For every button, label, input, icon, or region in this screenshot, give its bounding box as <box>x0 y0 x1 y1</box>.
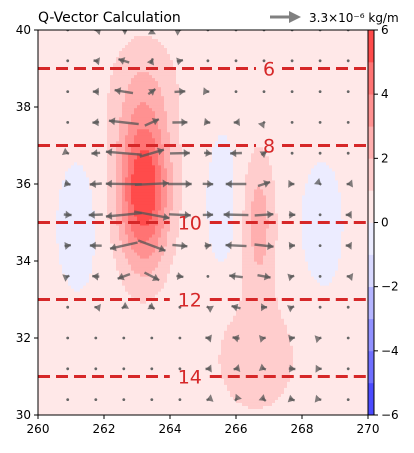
q-vector-dot <box>179 398 182 401</box>
x-tick-label: 268 <box>291 422 314 436</box>
q-vector-dot <box>375 183 378 186</box>
contour-label: 12 <box>178 290 202 312</box>
contour-label: 6 <box>263 59 275 81</box>
contour-label: 14 <box>178 367 202 389</box>
q-vector-dot <box>319 275 322 278</box>
q-vector-dot <box>375 275 378 278</box>
q-vector-dot <box>235 90 238 93</box>
plot-area: 6 8 10 12 14 <box>38 27 378 415</box>
contour-label: 10 <box>178 213 202 235</box>
q-vector-dot <box>347 398 350 401</box>
colorbar-segment <box>368 255 374 287</box>
colorbar-tick-label: −4 <box>381 344 399 358</box>
y-tick-label: 36 <box>16 177 31 191</box>
colorbar: −6 −4 −2 0 2 4 6 <box>368 23 399 422</box>
q-vector-dot <box>319 90 322 93</box>
q-vector-dot <box>66 90 69 93</box>
colorbar-tick-label: −2 <box>381 280 399 294</box>
colorbar-segment <box>368 126 374 158</box>
colorbar-segment <box>368 319 374 351</box>
q-vector-dot <box>150 398 153 401</box>
q-vector-dot <box>347 152 350 155</box>
q-vector-dot <box>319 213 322 216</box>
q-vector-dot <box>375 337 378 340</box>
x-axis: 260 262 264 266 268 270 <box>27 415 380 436</box>
q-vector-dot <box>347 59 350 62</box>
q-vector-dot <box>291 59 294 62</box>
q-vector-dot <box>291 121 294 124</box>
q-vector-dot <box>347 306 350 309</box>
q-vector-dot <box>375 213 378 216</box>
q-vector-dot <box>150 337 153 340</box>
x-tick-label: 260 <box>27 422 50 436</box>
q-vector-dot <box>375 152 378 155</box>
colorbar-tick-label: −6 <box>381 408 399 422</box>
q-vector-dot <box>375 90 378 93</box>
q-vector-dot <box>347 337 350 340</box>
y-tick-label: 30 <box>16 408 31 422</box>
colorbar-segment <box>368 223 374 255</box>
q-vector-dot <box>375 306 378 309</box>
q-vector-dot <box>122 398 125 401</box>
q-vector-dot <box>66 367 69 370</box>
x-tick-label: 262 <box>93 422 116 436</box>
q-vector-dot <box>66 121 69 124</box>
colorbar-tick-label: 4 <box>381 87 389 101</box>
q-vector-dot <box>319 244 322 247</box>
colorbar-tick-label: 0 <box>381 216 389 230</box>
q-vector-dot <box>207 275 210 278</box>
q-vector-dot <box>263 90 266 93</box>
q-vector-dot <box>66 59 69 62</box>
q-vector-dot <box>291 152 294 155</box>
x-tick-label: 270 <box>357 422 380 436</box>
colorbar-segment <box>368 94 374 126</box>
q-vector-dot <box>375 398 378 401</box>
q-vector-dot <box>94 398 97 401</box>
q-vector-dot <box>375 121 378 124</box>
q-vector-dot <box>235 59 238 62</box>
q-vector-dot <box>375 244 378 247</box>
y-tick-label: 38 <box>16 100 31 114</box>
colorbar-segment <box>368 62 374 94</box>
colorbar-segment <box>368 30 374 62</box>
q-vector-dot <box>291 90 294 93</box>
chart-title: Q-Vector Calculation <box>38 10 181 26</box>
q-vector-dot <box>207 59 210 62</box>
colorbar-segment <box>368 383 374 415</box>
q-vector-dot <box>319 306 322 309</box>
q-vector-dot <box>122 367 125 370</box>
q-vector-dot <box>66 306 69 309</box>
colorbar-segment <box>368 351 374 383</box>
q-vector-dot <box>94 337 97 340</box>
colorbar-tick-label: 6 <box>381 23 389 37</box>
q-vector-dot <box>375 59 378 62</box>
y-axis: 30 32 34 36 38 40 <box>16 23 38 422</box>
q-vector-dot <box>150 367 153 370</box>
contour-label: 8 <box>263 136 275 158</box>
reference-arrow <box>270 11 301 23</box>
colorbar-segment <box>368 158 374 190</box>
q-vector-dot <box>319 152 322 155</box>
q-vector-dot <box>319 121 322 124</box>
q-vector-dot <box>94 367 97 370</box>
colorbar-tick-label: 2 <box>381 151 389 165</box>
q-vector-dot <box>347 90 350 93</box>
y-tick-label: 40 <box>16 23 31 37</box>
q-vector-dot <box>347 121 350 124</box>
y-tick-label: 34 <box>16 254 31 268</box>
q-vector-dot <box>179 337 182 340</box>
q-vector-dot <box>66 398 69 401</box>
colorbar-segment <box>368 190 374 222</box>
q-vector-dot <box>375 367 378 370</box>
q-vector-dot <box>347 367 350 370</box>
x-tick-label: 264 <box>159 422 182 436</box>
q-vector-dot <box>122 337 125 340</box>
y-tick-label: 32 <box>16 331 31 345</box>
q-vector-dot <box>319 59 322 62</box>
q-vector-dot <box>66 337 69 340</box>
colorbar-segment <box>368 287 374 319</box>
x-tick-label: 266 <box>225 422 248 436</box>
